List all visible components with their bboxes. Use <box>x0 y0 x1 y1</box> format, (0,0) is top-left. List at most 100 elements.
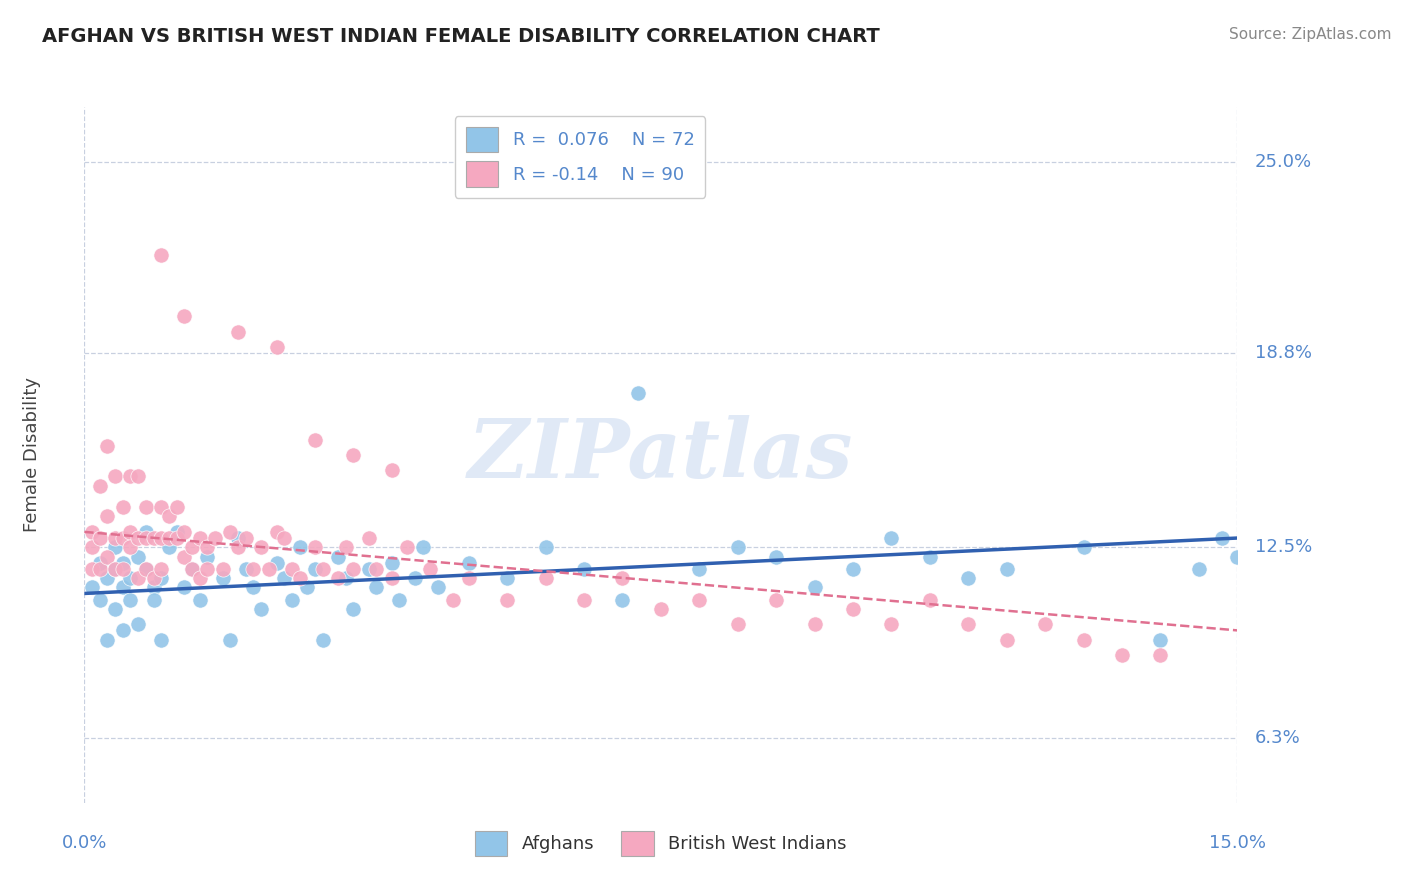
Point <box>111 562 134 576</box>
Point <box>150 500 173 515</box>
Point <box>226 531 249 545</box>
Point <box>181 562 204 576</box>
Point <box>326 571 349 585</box>
Point <box>335 541 357 555</box>
Point <box>142 531 165 545</box>
Point <box>457 571 479 585</box>
Point <box>457 556 479 570</box>
Point <box>96 439 118 453</box>
Point <box>211 562 233 576</box>
Point <box>219 632 242 647</box>
Point <box>381 463 404 477</box>
Point <box>157 509 180 524</box>
Point <box>226 541 249 555</box>
Point <box>342 448 364 462</box>
Point <box>1073 541 1095 555</box>
Text: 18.8%: 18.8% <box>1254 344 1312 362</box>
Point <box>326 549 349 564</box>
Point <box>266 340 288 354</box>
Point <box>357 562 380 576</box>
Point <box>342 602 364 616</box>
Point <box>612 571 634 585</box>
Text: AFGHAN VS BRITISH WEST INDIAN FEMALE DISABILITY CORRELATION CHART: AFGHAN VS BRITISH WEST INDIAN FEMALE DIS… <box>42 27 880 45</box>
Point <box>995 632 1018 647</box>
Point <box>304 433 326 447</box>
Point <box>157 541 180 555</box>
Point <box>572 592 595 607</box>
Point <box>120 541 142 555</box>
Point <box>195 541 218 555</box>
Point <box>96 571 118 585</box>
Point <box>627 386 650 401</box>
Point <box>266 524 288 539</box>
Point <box>120 571 142 585</box>
Point <box>104 562 127 576</box>
Text: 12.5%: 12.5% <box>1254 538 1312 557</box>
Point <box>96 549 118 564</box>
Point <box>880 617 903 632</box>
Point <box>111 531 134 545</box>
Point <box>235 531 257 545</box>
Point <box>311 562 333 576</box>
Point <box>150 531 173 545</box>
Point <box>181 541 204 555</box>
Point <box>104 602 127 616</box>
Point <box>281 592 304 607</box>
Point <box>226 325 249 339</box>
Point <box>288 571 311 585</box>
Point <box>612 592 634 607</box>
Point <box>96 632 118 647</box>
Point <box>188 531 211 545</box>
Point <box>135 500 157 515</box>
Point <box>242 580 264 594</box>
Point <box>135 562 157 576</box>
Point <box>111 580 134 594</box>
Text: 0.0%: 0.0% <box>62 834 107 852</box>
Point <box>188 571 211 585</box>
Point <box>135 524 157 539</box>
Point <box>342 562 364 576</box>
Point <box>1226 549 1249 564</box>
Point <box>426 580 449 594</box>
Point <box>80 580 103 594</box>
Point <box>1241 531 1264 545</box>
Point <box>1211 531 1233 545</box>
Point <box>250 602 273 616</box>
Point <box>135 562 157 576</box>
Point <box>572 562 595 576</box>
Text: 15.0%: 15.0% <box>1209 834 1265 852</box>
Text: ZIPatlas: ZIPatlas <box>468 415 853 495</box>
Point <box>80 562 103 576</box>
Point <box>288 541 311 555</box>
Point <box>150 562 173 576</box>
Point <box>803 580 825 594</box>
Point <box>80 541 103 555</box>
Point <box>142 571 165 585</box>
Point <box>219 524 242 539</box>
Text: 6.3%: 6.3% <box>1254 729 1301 747</box>
Point <box>842 562 865 576</box>
Point <box>111 556 134 570</box>
Point <box>181 562 204 576</box>
Point <box>104 562 127 576</box>
Point <box>396 541 419 555</box>
Point <box>104 469 127 483</box>
Point <box>89 479 111 493</box>
Point <box>688 592 710 607</box>
Point <box>204 531 226 545</box>
Point <box>995 562 1018 576</box>
Point <box>357 531 380 545</box>
Point <box>127 469 149 483</box>
Text: 25.0%: 25.0% <box>1254 153 1312 171</box>
Point <box>166 500 188 515</box>
Point <box>273 571 295 585</box>
Point <box>127 571 149 585</box>
Point <box>419 562 441 576</box>
Point <box>127 549 149 564</box>
Point <box>250 541 273 555</box>
Point <box>195 549 218 564</box>
Point <box>89 562 111 576</box>
Point <box>765 549 787 564</box>
Point <box>412 541 434 555</box>
Point <box>335 571 357 585</box>
